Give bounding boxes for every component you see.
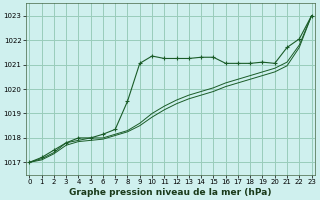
X-axis label: Graphe pression niveau de la mer (hPa): Graphe pression niveau de la mer (hPa) [69, 188, 272, 197]
